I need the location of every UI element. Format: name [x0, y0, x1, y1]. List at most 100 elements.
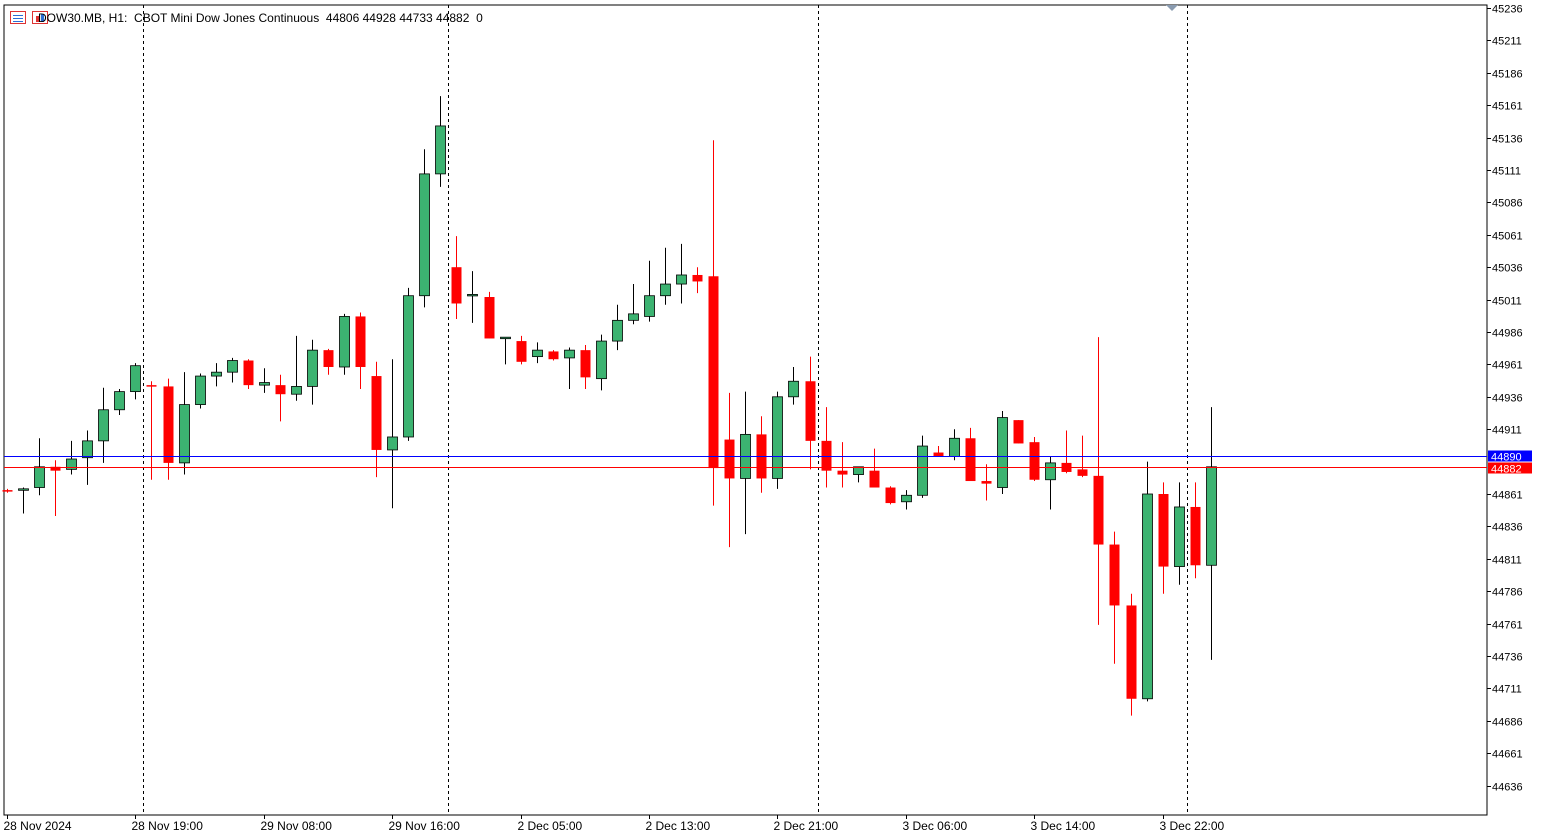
candle-body: [34, 466, 45, 488]
candle-body: [981, 481, 992, 484]
ask-price-label: 44882: [1491, 464, 1522, 476]
bid-price-label: 44890: [1491, 452, 1522, 464]
symbol-list-icon[interactable]: [10, 11, 26, 24]
y-tick-label: 44836: [1492, 522, 1523, 534]
candle-body: [1206, 466, 1217, 566]
candle-body: [1190, 506, 1201, 566]
candle: [500, 336, 511, 365]
candle-body: [1109, 544, 1120, 606]
candle-body: [195, 375, 206, 405]
candle: [933, 446, 944, 457]
x-tick-label: 3 Dec 22:00: [1160, 819, 1225, 833]
candle: [259, 368, 270, 393]
candle: [18, 487, 29, 514]
candle-body: [997, 417, 1008, 488]
candle-body: [114, 391, 125, 411]
candle: [371, 361, 382, 478]
candle-body: [933, 452, 944, 457]
chart-properties-icon[interactable]: [32, 11, 48, 24]
candle: [516, 335, 527, 365]
candle-body: [612, 319, 623, 342]
chart-shift-icon: [1166, 5, 1178, 11]
y-tick-label: 44961: [1492, 360, 1523, 372]
candle: [323, 348, 334, 375]
y-tick-label: 44936: [1492, 393, 1523, 405]
candle-body: [1093, 475, 1104, 545]
candle-body: [435, 125, 446, 175]
candle: [2, 488, 13, 493]
y-tick-label: 45136: [1492, 134, 1523, 146]
candle: [1190, 482, 1201, 579]
y-tick-label: 44711: [1492, 684, 1522, 696]
y-tick-label: 45186: [1492, 69, 1523, 81]
candle: [1045, 456, 1056, 510]
candle-body: [419, 173, 430, 297]
ask-price-box: [1488, 462, 1532, 474]
candle-body: [772, 396, 783, 479]
candle-body: [564, 349, 575, 359]
x-tick-label: 2 Dec 05:00: [518, 819, 583, 833]
candle-body: [692, 274, 703, 282]
candle-body: [708, 276, 719, 469]
candle-body: [580, 350, 591, 378]
candle: [660, 247, 671, 305]
candle-body: [532, 349, 543, 358]
candle: [66, 440, 77, 475]
candle: [756, 416, 767, 493]
candle: [596, 334, 607, 391]
candle-body: [917, 445, 928, 496]
y-tick-label: 44811: [1492, 555, 1522, 567]
x-tick-label: 3 Dec 14:00: [1031, 819, 1096, 833]
candle: [98, 387, 109, 463]
candle: [195, 373, 206, 409]
candle-body: [130, 365, 141, 393]
candle-body: [467, 294, 478, 297]
candle-body: [821, 440, 832, 471]
candle: [692, 267, 703, 294]
candle: [243, 359, 254, 390]
candle: [130, 363, 141, 400]
chart-header: DOW30.MB, H1: CBOT Mini Dow Jones Contin…: [38, 11, 483, 25]
candle-body: [259, 382, 270, 386]
candle-body: [163, 386, 174, 463]
candle-body: [965, 438, 976, 482]
candle: [997, 411, 1008, 494]
candle: [291, 335, 302, 401]
candle-body: [644, 295, 655, 317]
candle: [1206, 407, 1217, 660]
y-tick-label: 44986: [1492, 328, 1523, 340]
candle-body: [275, 385, 286, 395]
candle: [435, 96, 446, 187]
candle-body: [291, 386, 302, 395]
candle-body: [500, 336, 511, 340]
candle: [451, 236, 462, 320]
candle: [1158, 482, 1169, 594]
candle: [772, 391, 783, 489]
candle: [708, 140, 719, 506]
candle-body: [869, 470, 880, 488]
candle-body: [98, 409, 109, 442]
candle: [403, 287, 414, 441]
candle: [740, 391, 751, 535]
candle-body: [227, 360, 238, 373]
candle: [837, 442, 848, 488]
candle-body: [885, 487, 896, 504]
y-tick-label: 44686: [1492, 717, 1523, 729]
candle-body: [2, 490, 13, 492]
candle-body: [50, 466, 61, 471]
candle: [163, 378, 174, 480]
y-tick-label: 45211: [1492, 36, 1522, 48]
candle: [82, 430, 93, 485]
candle-body: [146, 385, 157, 387]
candle: [788, 366, 799, 405]
candle-body: [837, 470, 848, 475]
candle: [1013, 420, 1024, 444]
y-tick-label: 45086: [1492, 198, 1523, 210]
candle: [532, 342, 543, 364]
candle-body: [243, 360, 254, 386]
candle: [419, 149, 430, 308]
header-volume: 0: [476, 11, 483, 25]
y-tick-label: 45236: [1492, 4, 1523, 16]
candle: [339, 313, 350, 375]
